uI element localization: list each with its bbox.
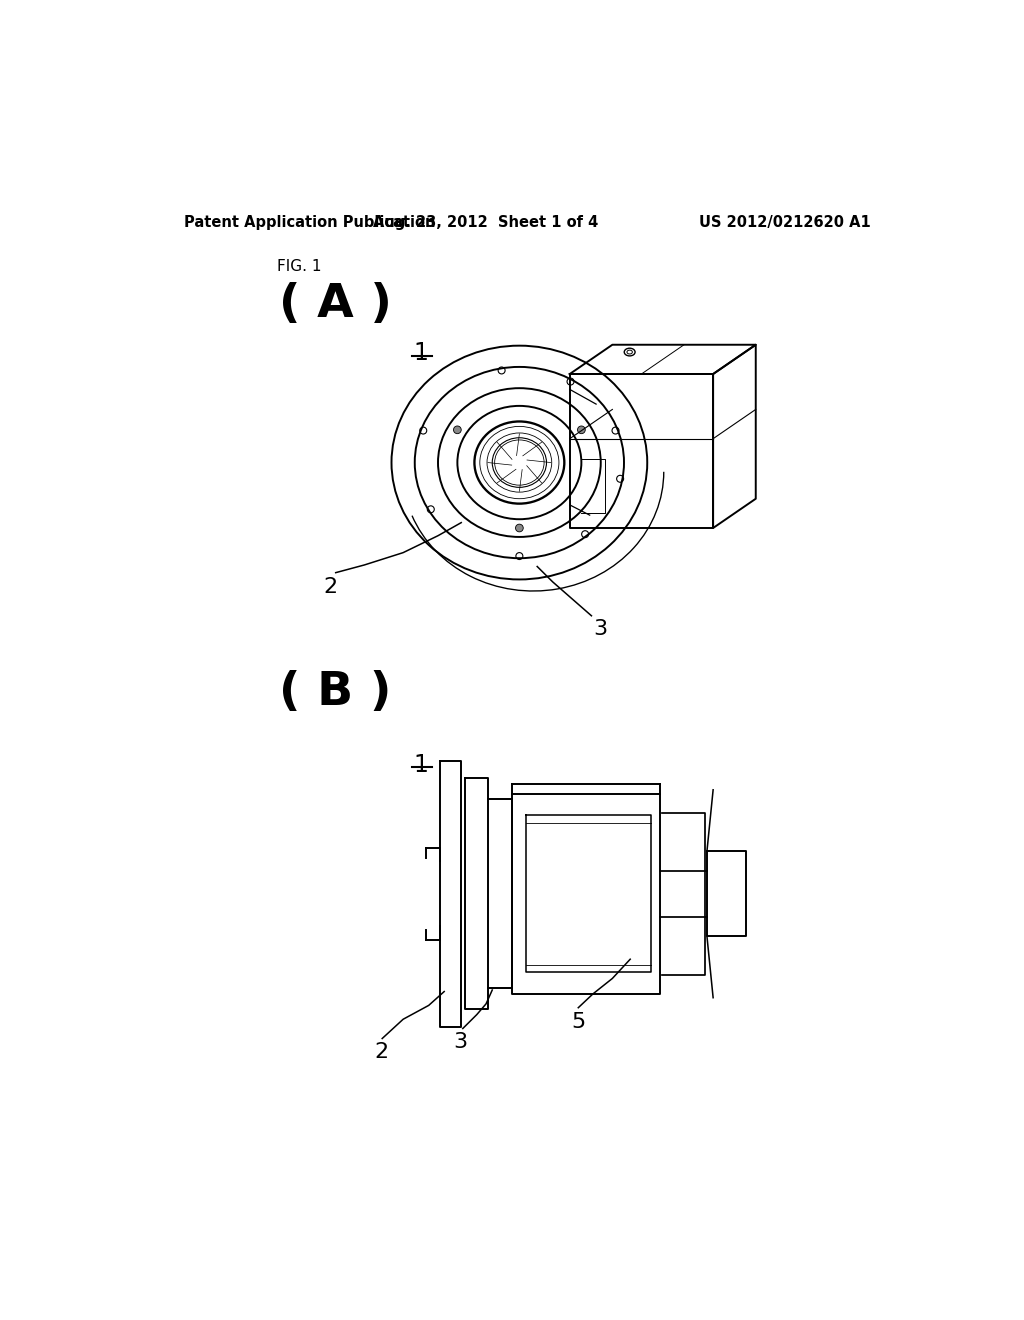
Text: Aug. 23, 2012  Sheet 1 of 4: Aug. 23, 2012 Sheet 1 of 4	[374, 215, 599, 231]
Text: ( A ): ( A )	[280, 281, 392, 326]
Text: 1: 1	[414, 752, 428, 777]
Text: 3: 3	[454, 1032, 468, 1052]
Circle shape	[578, 426, 586, 434]
Text: FIG. 1: FIG. 1	[276, 259, 322, 273]
Text: 2: 2	[375, 1043, 388, 1063]
Text: 2: 2	[324, 577, 338, 597]
Circle shape	[454, 426, 461, 434]
Text: ( B ): ( B )	[280, 671, 391, 715]
Text: US 2012/0212620 A1: US 2012/0212620 A1	[698, 215, 870, 231]
Circle shape	[515, 524, 523, 532]
Text: 5: 5	[571, 1011, 586, 1031]
Text: 1: 1	[414, 341, 428, 364]
Text: Patent Application Publication: Patent Application Publication	[183, 215, 435, 231]
Text: 3: 3	[593, 619, 607, 639]
